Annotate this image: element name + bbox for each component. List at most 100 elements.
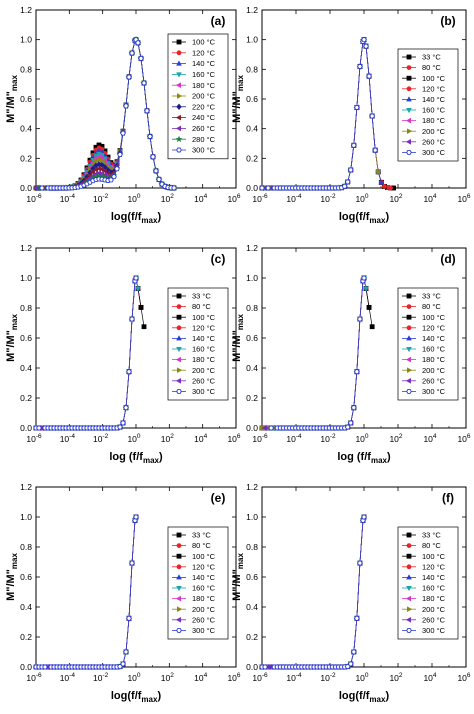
data-point (373, 148, 378, 152)
data-point (358, 64, 363, 68)
legend-entry: 120 °C (192, 48, 216, 57)
legend-entry: 80 °C (422, 63, 441, 72)
data-point (355, 105, 360, 109)
legend-marker (177, 51, 181, 55)
legend-entry: 160 °C (192, 345, 216, 354)
legend-entry: 80 °C (192, 541, 211, 550)
legend-marker (177, 628, 182, 632)
y-tick-label: 0.6 (20, 333, 32, 343)
series-200c (36, 515, 139, 670)
series-line (36, 517, 136, 667)
legend-marker (407, 66, 411, 70)
series-180c (259, 37, 379, 190)
legend-marker (407, 533, 411, 537)
y-tick-label: 0.6 (246, 572, 258, 582)
series-260c (259, 515, 365, 670)
data-point (142, 325, 146, 329)
series-160c (34, 515, 139, 669)
data-point (112, 175, 117, 179)
legend-entry: 33 °C (192, 292, 211, 301)
panel-label: (a) (211, 14, 226, 28)
data-point (263, 665, 268, 669)
legend-entry: 260 °C (422, 137, 446, 146)
legend-entry: 120 °C (422, 562, 446, 571)
data-point (139, 305, 143, 309)
legend-marker (177, 544, 181, 548)
x-tick-label: 10-6 (252, 193, 268, 204)
legend-entry: 260 °C (422, 376, 446, 385)
series-line (36, 517, 136, 667)
legend-entry: 180 °C (422, 594, 446, 603)
legend-entry: 140 °C (422, 334, 446, 343)
legend-entry: 120 °C (192, 562, 216, 571)
series-260c (33, 515, 137, 670)
legend-entry: 80 °C (192, 302, 211, 311)
y-tick-label: 1.0 (246, 512, 258, 522)
legend: 100 °C120 °C140 °C160 °C180 °C200 °C220 … (168, 34, 228, 159)
x-tick-label: 106 (457, 672, 470, 683)
y-tick-label: 0.4 (246, 363, 258, 373)
legend-entry: 300 °C (192, 146, 216, 155)
y-tick-label: 1.0 (20, 512, 32, 522)
data-point (269, 426, 274, 430)
legend-marker (407, 76, 411, 80)
series-line (36, 517, 136, 667)
panel-label: (d) (440, 252, 455, 266)
legend-marker (177, 305, 181, 309)
series-line (262, 40, 378, 188)
x-tick-label: 10-4 (286, 193, 302, 204)
legend-marker (177, 315, 181, 319)
x-tick-label: 106 (227, 672, 240, 683)
legend-entry: 100 °C (192, 38, 216, 47)
y-axis-title: M"/M"max (5, 553, 19, 601)
x-tick-label: 104 (423, 433, 436, 444)
series-line (36, 278, 136, 428)
y-tick-label: 0.8 (20, 542, 32, 552)
legend-entry: 120 °C (422, 84, 446, 93)
series-line (262, 40, 381, 188)
x-tick-label: 100 (127, 193, 140, 204)
series-120c (260, 515, 366, 669)
series-300c (34, 276, 139, 430)
legend-entry: 180 °C (422, 116, 446, 125)
y-axis-title: M"/M"max (231, 75, 245, 123)
series-line (262, 278, 364, 428)
legend-entry: 260 °C (192, 376, 216, 385)
legend-marker (177, 533, 181, 537)
series-line (36, 278, 136, 428)
data-point (127, 370, 132, 374)
legend-entry: 80 °C (422, 541, 441, 550)
x-tick-label: 102 (389, 193, 402, 204)
data-point (124, 104, 129, 108)
y-tick-label: 0.8 (20, 64, 32, 74)
legend-marker (177, 326, 181, 330)
data-point (367, 74, 372, 78)
y-tick-label: 0.4 (246, 124, 258, 134)
y-tick-label: 1.0 (246, 273, 258, 283)
series-line (262, 517, 364, 667)
y-tick-label: 0.0 (246, 183, 258, 193)
series-line (36, 517, 136, 667)
legend-entry: 140 °C (192, 573, 216, 582)
x-tick-label: 102 (161, 193, 174, 204)
series-line (262, 517, 364, 667)
legend-entry: 160 °C (422, 345, 446, 354)
legend-entry: 140 °C (192, 334, 216, 343)
series-120c (34, 515, 138, 669)
series-line (36, 517, 136, 667)
x-tick-label: 10-6 (252, 433, 268, 444)
legend-entry: 160 °C (192, 584, 216, 593)
y-tick-label: 0.2 (246, 153, 258, 163)
panel-label: (e) (211, 491, 226, 505)
y-tick-label: 1.2 (246, 482, 258, 492)
x-axis-title: log(f/fmax) (339, 211, 390, 225)
data-point (355, 370, 360, 374)
legend-marker (177, 565, 181, 569)
legend: 33 °C80 °C 100 °C120 °C 140 °C 160 °C180 °C… (168, 288, 228, 400)
series-line (262, 517, 364, 667)
series-300c (262, 276, 366, 430)
legend-entry: 100 °C (422, 552, 446, 561)
chart-panel-f: 10-6 10-4 10-2 100 102 104 1060.00.20.40.60.81… (231, 482, 471, 704)
legend-entry: 33 °C (422, 292, 441, 301)
series-line (36, 517, 136, 667)
